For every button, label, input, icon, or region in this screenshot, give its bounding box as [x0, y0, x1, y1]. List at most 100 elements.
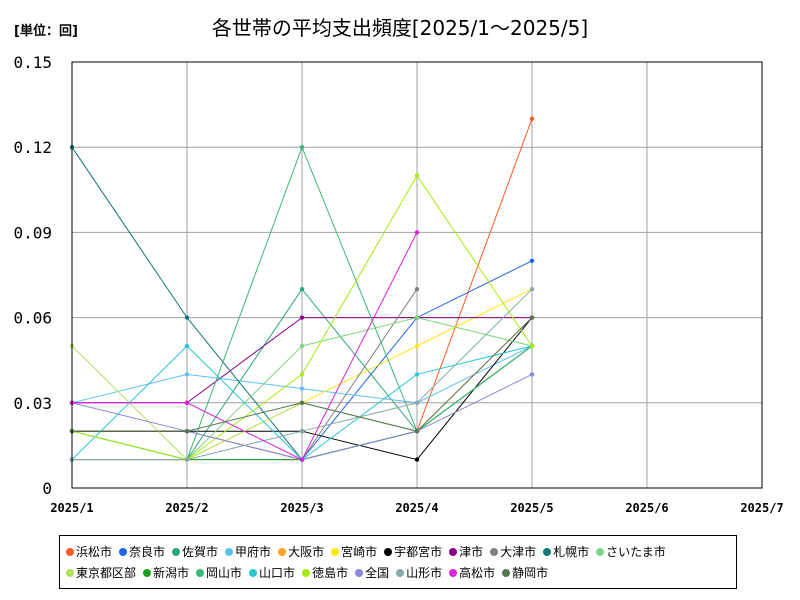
data-point — [529, 315, 535, 320]
legend-marker — [355, 568, 364, 577]
legend-label: 山口市 — [259, 566, 296, 580]
data-point — [299, 343, 305, 349]
legend-marker — [119, 547, 128, 556]
series-line — [72, 232, 418, 461]
line-chart: 2025/1 2025/2 2025/3 2025/4 2025/5 2025/6 2025… — [13, 53, 783, 515]
legend-marker — [502, 568, 511, 577]
legend-item: 徳島市 — [302, 562, 348, 583]
legend-item: 浜松市 — [66, 541, 112, 562]
data-point — [184, 429, 190, 434]
legend-marker — [490, 547, 499, 556]
legend-label: 新潟市 — [153, 566, 190, 580]
data-point — [184, 457, 190, 462]
data-point — [414, 343, 420, 349]
legend-label: 岡山市 — [206, 566, 243, 580]
series-19 — [69, 315, 535, 434]
legend-item: 岡山市 — [196, 562, 242, 583]
series-lines — [69, 116, 535, 462]
legend-item: 高松市 — [449, 562, 495, 583]
legend-marker — [66, 568, 74, 577]
y-tick-label: 0.15 — [13, 53, 52, 72]
legend-label: 東京都区部 — [76, 566, 137, 580]
legend-marker — [66, 547, 74, 556]
data-point — [529, 116, 535, 122]
legend-item: 津市 — [449, 541, 483, 562]
series-18 — [69, 230, 420, 462]
x-tick-label: 2025/7 — [740, 501, 783, 515]
data-point — [299, 386, 305, 391]
data-point — [299, 372, 305, 377]
legend-marker — [172, 547, 181, 556]
legend-item: 大津市 — [490, 541, 536, 562]
legend-item: さいたま市 — [596, 541, 666, 562]
legend-item: 佐賀市 — [172, 541, 218, 562]
legend-item: 宇都宮市 — [384, 541, 442, 562]
data-point — [414, 372, 420, 377]
legend-item: 山口市 — [249, 562, 295, 583]
legend-marker — [384, 547, 393, 556]
legend-label: 山形市 — [406, 566, 443, 580]
y-tick-label: 0.06 — [13, 309, 52, 328]
legend-marker — [331, 547, 340, 556]
x-tick-label: 2025/1 — [50, 501, 93, 515]
legend-label: 津市 — [459, 545, 484, 559]
legend-marker — [225, 547, 234, 556]
legend-item: 奈良市 — [119, 541, 165, 562]
legend-item: 静岡市 — [502, 562, 548, 583]
legend-label: さいたま市 — [606, 545, 666, 559]
legend-item: 全国 — [355, 562, 389, 583]
data-point — [414, 429, 420, 434]
data-point — [299, 429, 305, 434]
legend-label: 大阪市 — [288, 545, 325, 559]
legend-marker — [596, 547, 605, 556]
legend-label: 佐賀市 — [182, 545, 219, 559]
x-tick-label: 2025/6 — [625, 501, 668, 515]
data-point — [414, 457, 420, 462]
legend-label: 宇都宮市 — [394, 545, 443, 559]
data-point — [414, 230, 420, 235]
data-point — [299, 457, 305, 462]
data-point — [184, 343, 190, 349]
legend-item: 山形市 — [396, 562, 442, 583]
legend-item: 札幌市 — [543, 541, 589, 562]
legend-marker — [278, 547, 287, 556]
legend-marker — [196, 568, 205, 577]
legend-item: 東京都区部 — [66, 562, 136, 583]
x-tick-label: 2025/3 — [280, 501, 323, 515]
legend-marker — [543, 547, 552, 556]
grid-lines — [71, 61, 763, 489]
legend-label: 全国 — [365, 566, 390, 580]
y-tick-label: 0.03 — [13, 394, 52, 413]
data-point — [529, 372, 535, 377]
data-point — [299, 400, 305, 405]
series-17 — [69, 287, 535, 462]
legend-marker — [302, 568, 311, 577]
legend-label: 宮崎市 — [341, 545, 378, 559]
legend: 浜松市 奈良市 佐賀市 甲府市 大阪市 宮崎市 宇都宮市 津市 大津市 札幌市 さいたま市東京都区部… — [59, 535, 737, 589]
y-tick-label: 0.12 — [13, 138, 52, 157]
data-point — [529, 287, 535, 292]
legend-item: 新潟市 — [143, 562, 189, 583]
data-point — [184, 400, 190, 405]
legend-marker — [249, 568, 258, 577]
y-tick-label: 0 — [42, 479, 52, 498]
legend-marker — [449, 568, 458, 577]
x-tick-label: 2025/2 — [165, 501, 208, 515]
legend-label: 大津市 — [500, 545, 537, 559]
data-point — [299, 315, 305, 320]
legend-marker — [396, 568, 405, 577]
legend-label: 高松市 — [459, 566, 496, 580]
plot-area-border — [71, 61, 763, 489]
legend-label: 甲府市 — [235, 545, 272, 559]
legend-label: 徳島市 — [312, 566, 349, 580]
data-point — [529, 343, 535, 349]
legend-label: 札幌市 — [553, 545, 590, 559]
legend-item: 大阪市 — [278, 541, 324, 562]
legend-label: 浜松市 — [76, 545, 113, 559]
legend-item: 宮崎市 — [331, 541, 377, 562]
data-point — [299, 145, 305, 150]
data-point — [299, 287, 305, 292]
x-tick-label: 2025/4 — [395, 501, 438, 515]
x-tick-label: 2025/5 — [510, 501, 553, 515]
unit-label: [単位：回] — [14, 24, 78, 39]
